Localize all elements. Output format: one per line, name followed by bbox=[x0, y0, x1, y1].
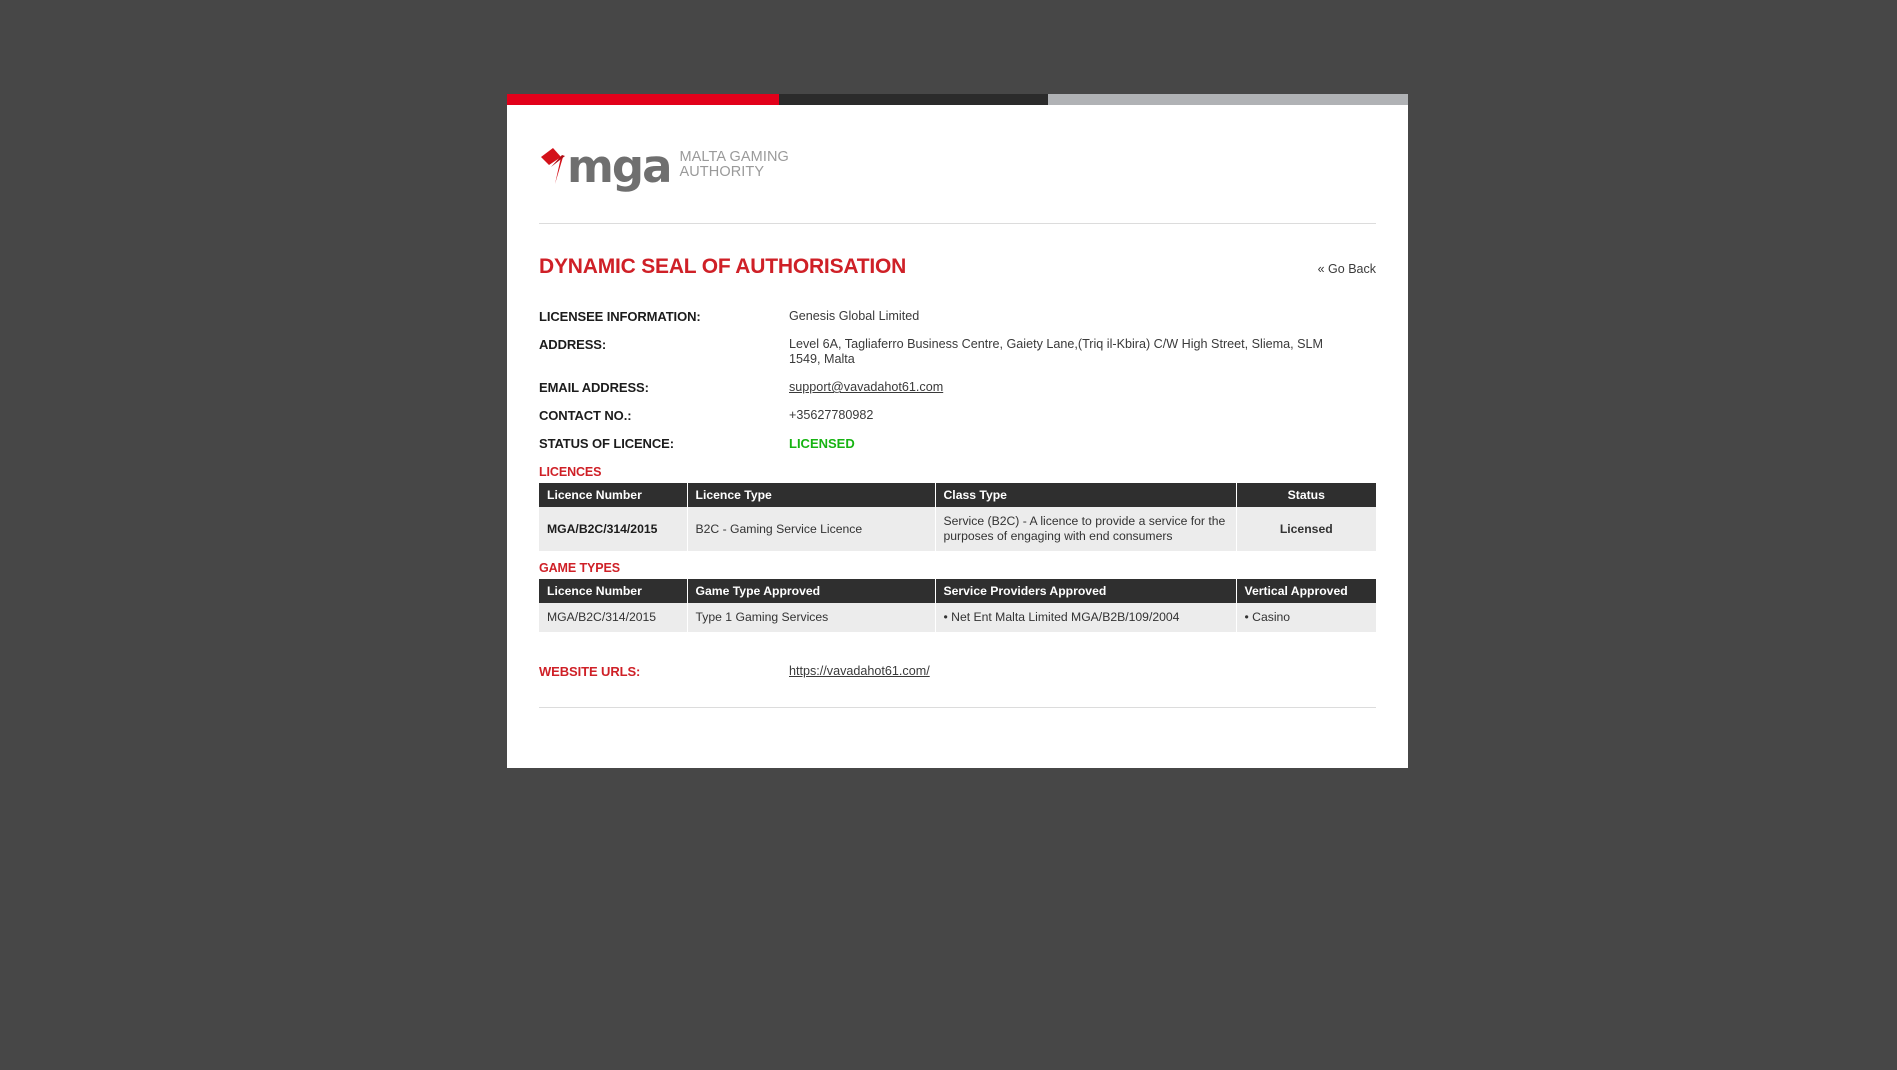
topbar-segment-grey bbox=[1047, 94, 1408, 105]
email-link[interactable]: support@vavadahot61.com bbox=[789, 380, 944, 394]
licences-table: Licence Number Licence Type Class Type S… bbox=[539, 483, 1376, 551]
game-types-col-service-providers: Service Providers Approved bbox=[935, 579, 1237, 603]
logo-area: mga MALTA GAMING AUTHORITY bbox=[539, 105, 1376, 223]
game-types-cell-licence-number: MGA/B2C/314/2015 bbox=[539, 603, 688, 632]
licences-cell-licence-number: MGA/B2C/314/2015 bbox=[539, 507, 688, 551]
game-types-table: Licence Number Game Type Approved Servic… bbox=[539, 579, 1376, 632]
licences-cell-status: Licensed bbox=[1236, 507, 1376, 551]
licences-cell-class-type: Service (B2C) - A licence to provide a s… bbox=[935, 507, 1237, 551]
licences-table-header-row: Licence Number Licence Type Class Type S… bbox=[539, 483, 1376, 507]
title-row: DYNAMIC SEAL OF AUTHORISATION « Go Back bbox=[539, 224, 1376, 309]
info-label-contact: CONTACT NO.: bbox=[539, 408, 632, 423]
info-label-licensee: LICENSEE INFORMATION: bbox=[539, 309, 701, 324]
info-label-email: EMAIL ADDRESS: bbox=[539, 380, 649, 395]
game-types-cell-service-providers: • Net Ent Malta Limited MGA/B2B/109/2004 bbox=[935, 603, 1237, 632]
game-types-table-header-row: Licence Number Game Type Approved Servic… bbox=[539, 579, 1376, 603]
info-value-licensee: Genesis Global Limited bbox=[789, 309, 920, 323]
game-types-col-game-type: Game Type Approved bbox=[687, 579, 936, 603]
logo-subtitle-line2: AUTHORITY bbox=[679, 164, 765, 180]
website-urls-value: https://vavadahot61.com/ bbox=[789, 664, 1349, 679]
licences-col-class-type: Class Type bbox=[935, 483, 1237, 507]
info-label-status: STATUS OF LICENCE: bbox=[539, 436, 674, 451]
licensee-info-block: LICENSEE INFORMATION: Genesis Global Lim… bbox=[539, 309, 1376, 452]
game-types-heading: GAME TYPES bbox=[539, 561, 620, 575]
logo-subtitle: MALTA GAMING AUTHORITY bbox=[679, 148, 789, 184]
info-row-licensee: LICENSEE INFORMATION: Genesis Global Lim… bbox=[539, 309, 1376, 324]
brand-topbar bbox=[507, 94, 1408, 105]
website-url-link[interactable]: https://vavadahot61.com/ bbox=[789, 664, 930, 678]
licences-cell-licence-type: B2C - Gaming Service Licence bbox=[687, 507, 936, 551]
header-divider bbox=[539, 223, 1376, 224]
logo-wordmark: mga bbox=[567, 139, 672, 193]
topbar-segment-red bbox=[507, 94, 780, 105]
info-value-address: Level 6A, Tagliaferro Business Centre, G… bbox=[789, 337, 1324, 366]
info-row-email: EMAIL ADDRESS: support@vavadahot61.com bbox=[539, 380, 1376, 395]
table-row: MGA/B2C/314/2015 B2C - Gaming Service Li… bbox=[539, 507, 1376, 551]
website-urls-label: WEBSITE URLS: bbox=[539, 664, 641, 679]
licences-col-licence-type: Licence Type bbox=[687, 483, 936, 507]
footer-space bbox=[539, 708, 1376, 768]
website-urls-row: WEBSITE URLS: https://vavadahot61.com/ bbox=[539, 664, 1376, 679]
status-badge: LICENSED bbox=[789, 436, 855, 451]
logo-subtitle-line1: MALTA GAMING bbox=[679, 148, 789, 165]
table-row: MGA/B2C/314/2015 Type 1 Gaming Services … bbox=[539, 603, 1376, 632]
licences-col-status: Status bbox=[1236, 483, 1376, 507]
game-types-cell-vertical: • Casino bbox=[1236, 603, 1376, 632]
info-row-contact: CONTACT NO.: +35627780982 bbox=[539, 408, 1376, 423]
go-back-link[interactable]: « Go Back bbox=[1317, 262, 1376, 276]
game-types-col-vertical: Vertical Approved bbox=[1236, 579, 1376, 603]
mga-logo[interactable]: mga MALTA GAMING AUTHORITY bbox=[539, 143, 789, 190]
info-value-email: support@vavadahot61.com bbox=[789, 380, 1349, 395]
licences-heading: LICENCES bbox=[539, 465, 602, 479]
info-value-status: LICENSED bbox=[789, 436, 1349, 452]
topbar-segment-dark bbox=[779, 94, 1048, 105]
document-page: mga MALTA GAMING AUTHORITY DYNAMIC SEAL … bbox=[507, 94, 1408, 768]
red-arrow-icon bbox=[539, 143, 569, 190]
info-value-contact: +35627780982 bbox=[789, 408, 874, 422]
game-types-col-licence-number: Licence Number bbox=[539, 579, 688, 603]
info-label-address: ADDRESS: bbox=[539, 337, 607, 352]
footer-divider bbox=[539, 707, 1376, 708]
licences-col-licence-number: Licence Number bbox=[539, 483, 688, 507]
info-row-address: ADDRESS: Level 6A, Tagliaferro Business … bbox=[539, 337, 1376, 367]
game-types-cell-game-type: Type 1 Gaming Services bbox=[687, 603, 936, 632]
info-row-status: STATUS OF LICENCE: LICENSED bbox=[539, 436, 1376, 452]
page-title: DYNAMIC SEAL OF AUTHORISATION bbox=[539, 255, 907, 278]
